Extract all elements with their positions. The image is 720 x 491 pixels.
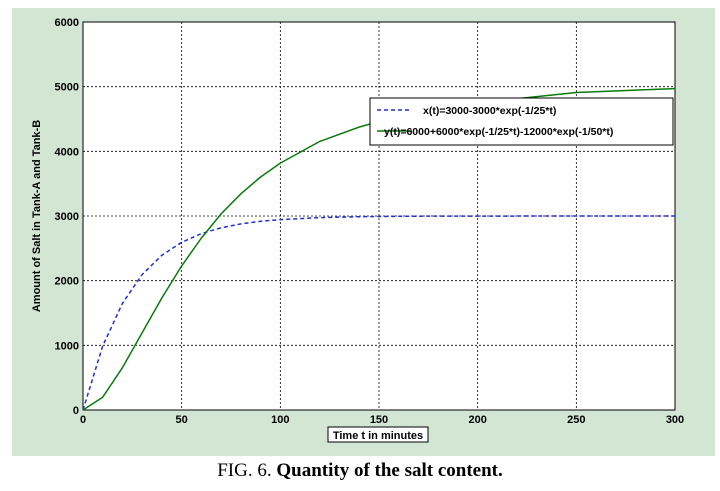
y-axis-ticks: 0 1000 2000 3000 4000 5000 6000 <box>55 17 79 417</box>
caption-label: FIG. 6. <box>217 460 272 481</box>
figure-caption: FIG. 6. Quantity of the salt content. <box>0 460 720 482</box>
legend-label-y: y(t)=6000+6000*exp(-1/25*t)-12000*exp(-1… <box>384 126 613 138</box>
y-tick-label: 6000 <box>55 17 79 29</box>
x-tick-label: 0 <box>80 414 86 426</box>
y-tick-label: 3000 <box>55 211 79 223</box>
caption-text: Quantity of the salt content. <box>276 460 503 481</box>
x-tick-label: 250 <box>567 414 585 426</box>
x-tick-label: 200 <box>468 414 486 426</box>
x-tick-label: 300 <box>666 414 684 426</box>
grid <box>83 22 675 410</box>
x-tick-label: 150 <box>370 414 388 426</box>
xlabel-box <box>327 426 429 443</box>
y-tick-label: 1000 <box>55 340 79 352</box>
y-tick-label: 4000 <box>55 146 79 158</box>
x-axis-label: Time t in minutes <box>333 430 423 442</box>
series-line-x <box>82 215 675 411</box>
y-axis-label: Amount of Salt in Tank-A and Tank-B <box>31 120 43 312</box>
y-tick-label: 5000 <box>55 82 79 94</box>
y-tick-label: 2000 <box>55 276 79 288</box>
figure: 0 50 100 150 200 250 300 0 1000 2000 3000 4000 5000… <box>12 8 715 456</box>
legend-box <box>369 97 674 146</box>
y-tick-label: 0 <box>73 405 79 417</box>
legend: x(t)=3000-3000*exp(-1/25*t) y(t)=6000+60… <box>369 97 674 146</box>
x-axis-ticks: 0 50 100 150 200 250 300 <box>80 414 684 426</box>
legend-label-x: x(t)=3000-3000*exp(-1/25*t) <box>423 105 556 117</box>
x-tick-label: 100 <box>271 414 289 426</box>
x-tick-label: 50 <box>176 414 188 426</box>
